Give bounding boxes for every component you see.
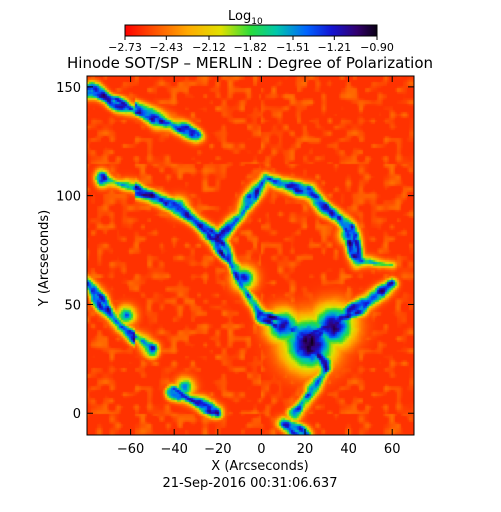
x-axis: −60 −40 −20 0 20 40 60 xyxy=(117,76,401,457)
x-tick-label: −60 xyxy=(117,442,144,457)
y-axis-label: Y (Arcseconds) xyxy=(37,210,52,307)
plot-frame xyxy=(86,75,415,436)
colorbar-tick-label: −0.90 xyxy=(360,41,394,54)
colorbar-tick-label: −2.43 xyxy=(149,41,183,54)
y-tick-label: 0 xyxy=(73,407,81,422)
colorbar: Log10 −2.73 −2.43 −2.12 −1.82 −1.51 −1.21 −0.9… xyxy=(108,9,394,54)
colorbar-tick-label: −2.12 xyxy=(192,41,226,54)
heatmap-area xyxy=(86,75,415,436)
colorbar-label: Log10 xyxy=(228,9,263,27)
x-tick-label: 0 xyxy=(257,442,265,457)
x-tick-label: −40 xyxy=(160,442,187,457)
colorbar-ticks: −2.73 −2.43 −2.12 −1.82 −1.51 −1.21 −0.90 xyxy=(108,36,394,54)
colorbar-tick-label: −1.82 xyxy=(233,41,267,54)
x-tick-label: 20 xyxy=(297,442,314,457)
x-axis-label: X (Arcseconds) xyxy=(211,459,308,474)
x-tick-label: 40 xyxy=(340,442,357,457)
y-tick-label: 150 xyxy=(56,81,81,96)
x-tick-label: −20 xyxy=(204,442,231,457)
colorbar-bar xyxy=(124,24,378,37)
x-tick-label: 60 xyxy=(384,442,401,457)
colorbar-tick-label: −1.21 xyxy=(317,41,351,54)
colorbar-tick-label: −2.73 xyxy=(108,41,142,54)
colorbar-tick-label: −1.51 xyxy=(276,41,310,54)
colorbar-label-subscript: 10 xyxy=(251,17,263,27)
y-axis: 0 50 100 150 xyxy=(56,81,414,422)
chart-title: Hinode SOT/SP – MERLIN : Degree of Polar… xyxy=(67,54,433,72)
heatmap-image xyxy=(87,76,414,435)
y-tick-label: 100 xyxy=(56,190,81,205)
timestamp: 21-Sep-2016 00:31:06.637 xyxy=(163,476,338,491)
y-tick-label: 50 xyxy=(64,298,81,313)
